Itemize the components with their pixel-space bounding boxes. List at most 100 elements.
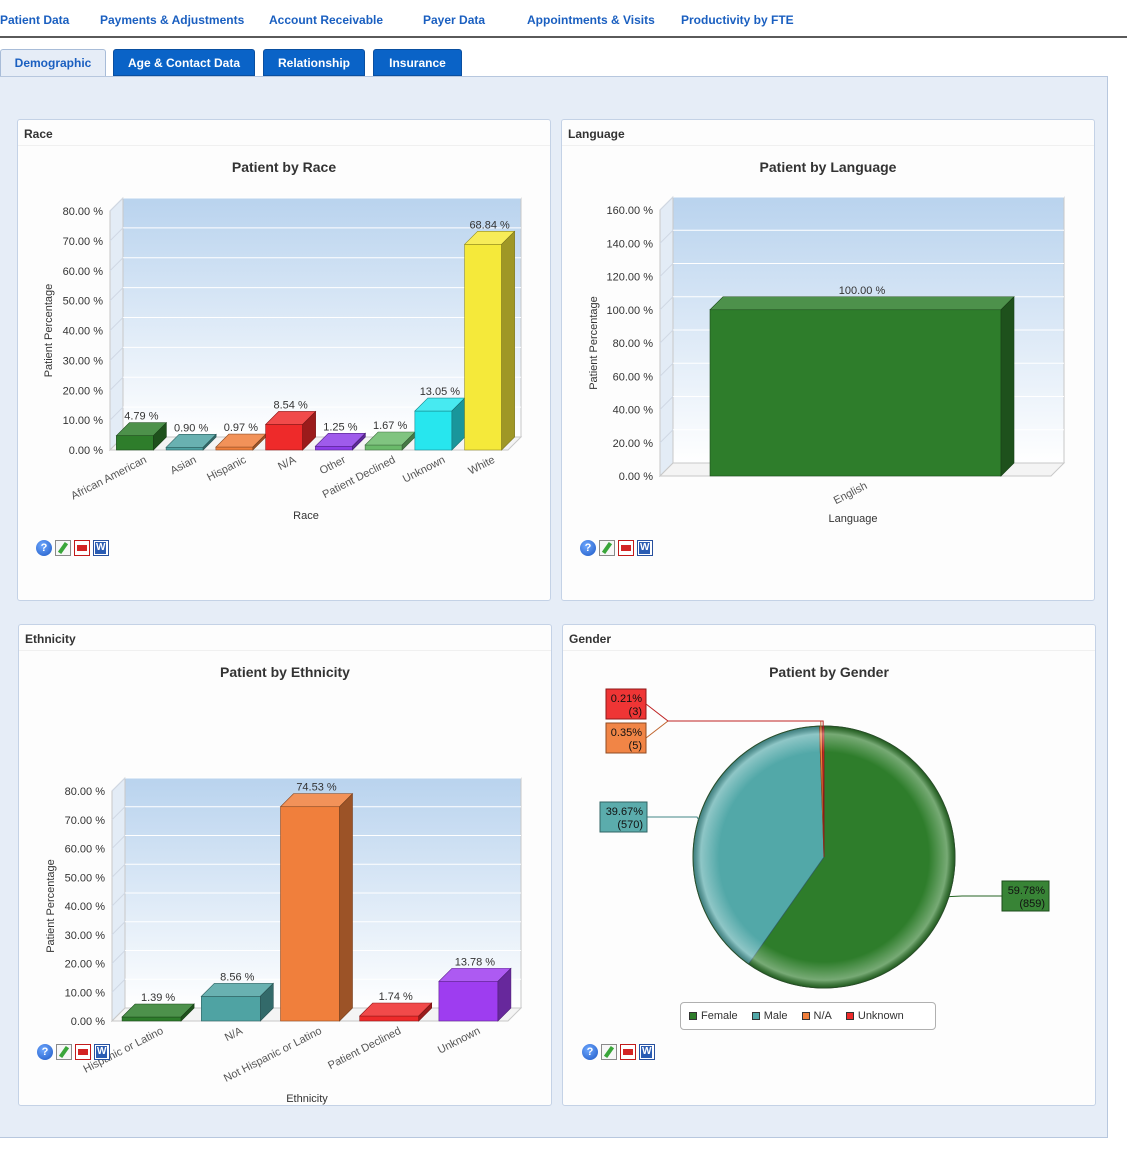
bar-side-other (352, 432, 366, 451)
data-label-not-hispanic-or-latino: 74.53 % (296, 782, 337, 794)
edit-icon[interactable] (55, 540, 71, 556)
gridline-side (109, 287, 124, 301)
language-toolbar: ? (580, 540, 653, 556)
legend-label-na: N/A (813, 1010, 832, 1022)
language-bar-chart: 0.00 % 20.00 % 40.00 % 60.00 % 80.00 % 100.00… (588, 195, 1066, 525)
callout-count-male: (570) (617, 819, 643, 831)
bar-unknown (438, 981, 499, 1022)
x-tick-label-english: English (832, 480, 870, 507)
gridline-side (659, 362, 674, 377)
callout-percent-female: 59.78% (1008, 885, 1046, 897)
data-label-english: 100.00 % (839, 285, 886, 297)
pdf-icon[interactable] (75, 1044, 91, 1060)
gridline-side (111, 978, 126, 993)
y-axis-title: Patient Percentage (588, 296, 600, 390)
y-tick-label: 40.00 % (613, 405, 654, 417)
chart-title-ethnicity: Patient by Ethnicity (220, 664, 350, 680)
data-label-patient-declined: 1.74 % (379, 991, 413, 1003)
tab-demographic[interactable]: Demographic (0, 49, 106, 77)
pie-rim (692, 725, 956, 989)
x-axis-title: Ethnicity (286, 1093, 328, 1105)
bar-top-english (709, 296, 1015, 311)
word-icon[interactable] (639, 1044, 655, 1060)
x-tick-label-n-a: N/A (276, 454, 298, 473)
data-label-hispanic: 0.97 % (224, 422, 258, 434)
data-label-asian: 0.90 % (174, 422, 208, 434)
edit-icon[interactable] (56, 1044, 72, 1060)
data-label-n-a: 8.56 % (220, 971, 254, 983)
pdf-icon[interactable] (74, 540, 90, 556)
gridline-side (659, 229, 674, 244)
callout-percent-unknown: 0.21% (611, 693, 642, 705)
callout-line-female (948, 895, 1002, 898)
nav-appointments-visits[interactable]: Appointments & Visits (527, 13, 655, 27)
gridline-side (109, 406, 124, 421)
edit-icon[interactable] (599, 540, 615, 556)
data-label-n-a: 8.54 % (274, 399, 308, 411)
gridline-side (111, 950, 126, 964)
tab-insurance[interactable]: Insurance (373, 49, 462, 76)
panel-header-language: Language (562, 120, 1094, 146)
callout-box-n-a (605, 722, 647, 754)
legend-swatch-male (751, 1012, 760, 1020)
edit-icon[interactable] (601, 1044, 617, 1060)
bar-side-english (1000, 296, 1015, 477)
gridline-side (109, 347, 124, 361)
tab-age-contact-data[interactable]: Age & Contact Data (113, 49, 255, 76)
y-tick-label: 10.00 % (65, 987, 106, 999)
help-icon[interactable]: ? (36, 540, 52, 556)
panel-header-ethnicity: Ethnicity (19, 625, 551, 651)
x-tick-label-asian: Asian (169, 454, 199, 477)
y-tick-label: 40.00 % (65, 901, 106, 913)
bar-side-n-a (302, 410, 316, 451)
data-label-patient-declined: 1.67 % (373, 420, 407, 432)
data-label-african-american: 4.79 % (124, 411, 158, 423)
callout-percent-male: 39.67% (606, 806, 644, 818)
bar-english (709, 309, 1002, 477)
tab-relationship[interactable]: Relationship (263, 49, 365, 76)
data-label-unknown: 13.78 % (455, 956, 496, 968)
bar-asian (165, 447, 204, 451)
y-tick-label: 30.00 % (65, 930, 106, 942)
bar-not-hispanic-or-latino (280, 806, 340, 1022)
pdf-icon[interactable] (618, 540, 634, 556)
data-label-white: 68.84 % (469, 219, 510, 231)
bar-african-american (116, 435, 154, 451)
gridline-side (109, 197, 124, 212)
chart-title-language: Patient by Language (759, 159, 897, 175)
data-label-unknown: 13.05 % (420, 386, 461, 398)
word-icon[interactable] (93, 540, 109, 556)
nav-patient-data[interactable]: Patient Data (0, 13, 70, 27)
help-icon[interactable]: ? (580, 540, 596, 556)
x-tick-label-n-a: N/A (223, 1025, 245, 1044)
x-axis-title: Race (293, 510, 319, 522)
help-icon[interactable]: ? (37, 1044, 53, 1060)
x-tick-label-white: White (466, 454, 497, 477)
bar-side-not-hispanic-or-latino (339, 793, 353, 1022)
gridline-side (109, 227, 124, 242)
legend-swatch-female (689, 1012, 697, 1020)
nav-account-receivable[interactable]: Account Receivable (269, 13, 384, 27)
y-tick-label: 70.00 % (65, 815, 106, 827)
y-tick-label: 70.00 % (63, 236, 104, 248)
nav-productivity-fte[interactable]: Productivity by FTE (681, 13, 794, 27)
y-tick-label: 140.00 % (607, 238, 654, 250)
nav-payments-adjustments[interactable]: Payments & Adjustments (100, 13, 245, 27)
bar-side-n-a (260, 982, 274, 1022)
help-icon[interactable]: ? (582, 1044, 598, 1060)
word-icon[interactable] (637, 540, 653, 556)
gridline-side (111, 892, 126, 907)
y-tick-label: 0.00 % (619, 471, 653, 483)
ethnicity-panel: Ethnicity Patient by Ethnicity 0.00 % 10.… (18, 624, 552, 1106)
nav-payer-data[interactable]: Payer Data (423, 13, 486, 27)
ethnicity-bar-chart: 0.00 % 10.00 % 20.00 % 30.00 % 40.00 % 50.00 … (45, 776, 523, 1105)
bar-side-asian (202, 433, 217, 451)
bar-side-white (501, 230, 515, 451)
word-icon[interactable] (94, 1044, 110, 1060)
gridline-side (659, 429, 674, 444)
y-tick-label: 10.00 % (63, 415, 104, 427)
pdf-icon[interactable] (620, 1044, 636, 1060)
callout-count-unknown: (3) (629, 706, 642, 718)
bar-n-a (201, 996, 261, 1022)
gridline-side (109, 376, 124, 391)
